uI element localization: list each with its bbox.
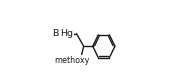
Text: O: O xyxy=(77,56,84,65)
Text: Br: Br xyxy=(52,29,63,38)
Text: Hg: Hg xyxy=(60,29,73,38)
Text: methoxy: methoxy xyxy=(54,56,89,65)
